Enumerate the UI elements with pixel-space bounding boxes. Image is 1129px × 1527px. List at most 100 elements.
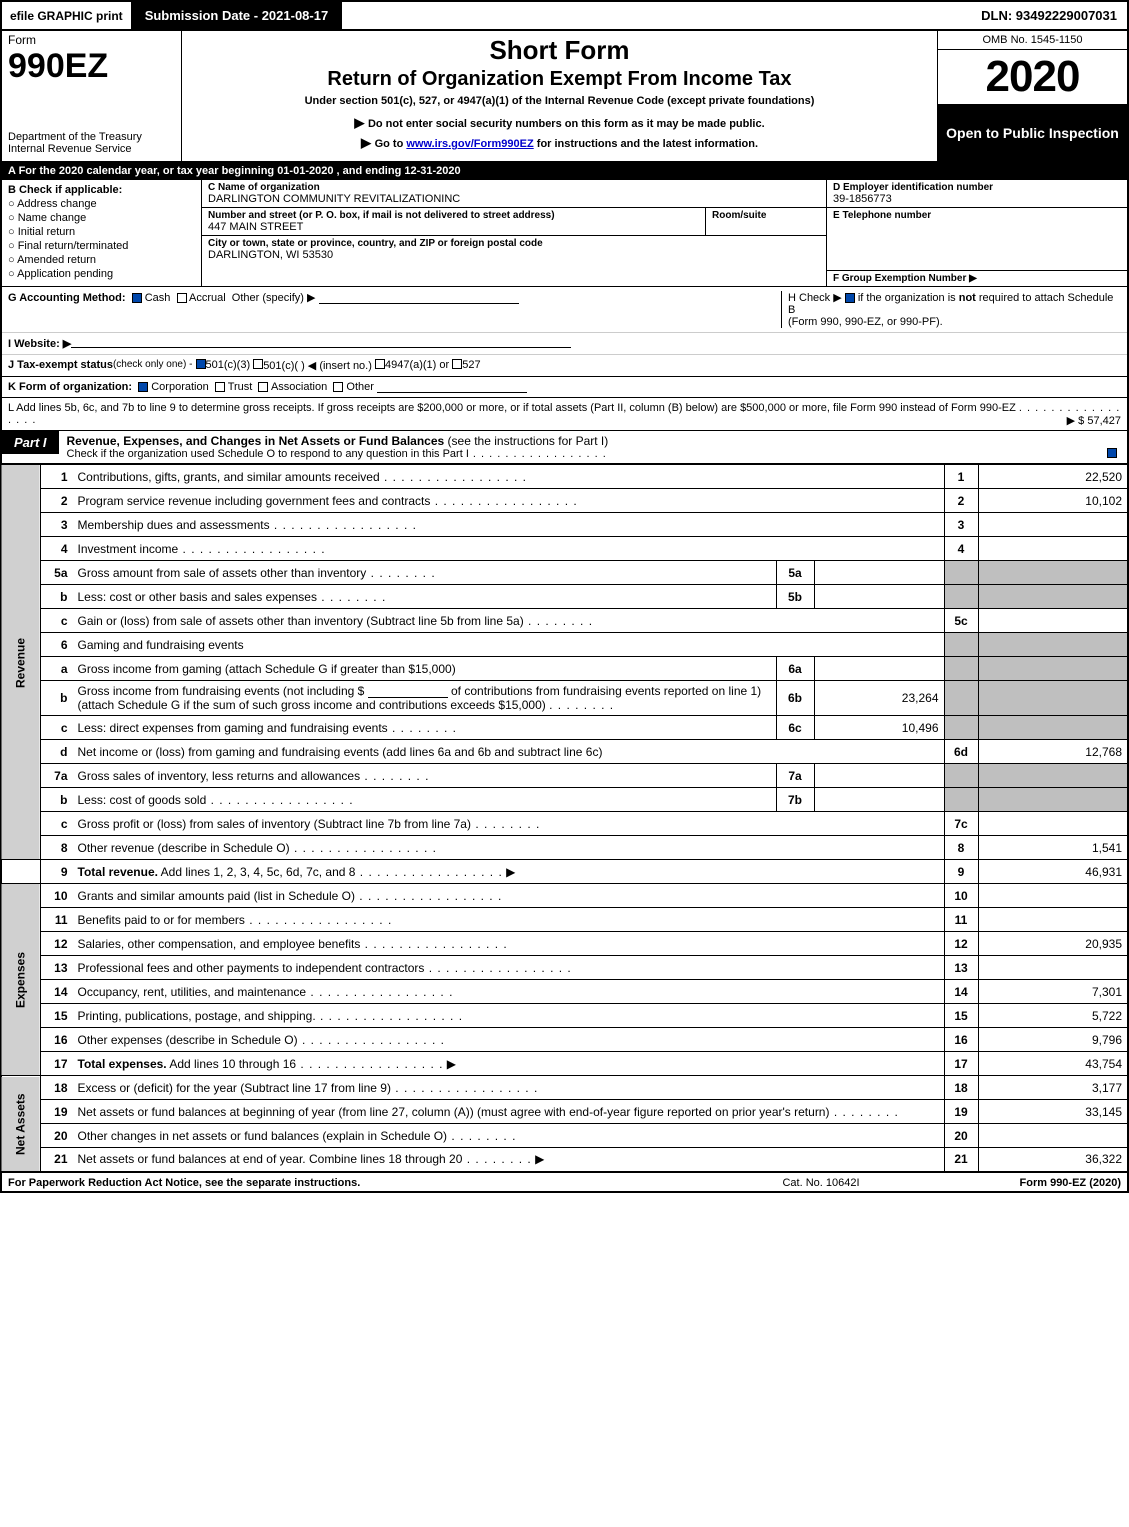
b-opt-initial-return[interactable]: Initial return [8,226,195,238]
l18-desc: Excess or (deficit) for the year (Subtra… [78,1081,391,1095]
l6a-no: a [41,657,73,681]
h-check[interactable] [845,293,855,303]
block-bcdef: B Check if applicable: Address change Na… [0,180,1129,287]
l6d-val: 12,768 [978,740,1128,764]
footer-right: Form 990-EZ (2020) [921,1177,1121,1189]
b-opt-address-change[interactable]: Address change [8,198,195,210]
l14-rn: 14 [944,980,978,1004]
j-527-check[interactable] [452,359,462,369]
line-6b: b Gross income from fundraising events (… [1,681,1128,716]
c-city-label: City or town, state or province, country… [208,238,820,249]
l6b-mn: 6b [776,681,814,716]
h-text2: if the organization is [858,292,959,304]
l-text: L Add lines 5b, 6c, and 7b to line 9 to … [8,402,1016,414]
line-1: Revenue 1 Contributions, gifts, grants, … [1,465,1128,489]
e-label: E Telephone number [833,210,1121,221]
l5a-desc: Gross amount from sale of assets other t… [78,566,367,580]
l4-rn: 4 [944,537,978,561]
line-5b: b Less: cost or other basis and sales ex… [1,585,1128,609]
k-corp-check[interactable] [138,382,148,392]
footer-left: For Paperwork Reduction Act Notice, see … [8,1177,721,1189]
h-text5: (Form 990, 990-EZ, or 990-PF). [788,316,943,328]
org-address: 447 MAIN STREET [208,221,699,233]
j-501c3: 501(c)(3) [206,359,251,372]
l10-rn: 10 [944,884,978,908]
l6d-rn: 6d [944,740,978,764]
part1-check[interactable] [1107,448,1117,458]
b-opt-amended-return[interactable]: Amended return [8,254,195,266]
l6-desc: Gaming and fundraising events [78,638,244,652]
j-4947-check[interactable] [375,359,385,369]
h-not: not [959,292,976,304]
l8-val: 1,541 [978,836,1128,860]
l1-no: 1 [41,465,73,489]
form-subtitle: Return of Organization Exempt From Incom… [192,68,927,91]
g-other: Other (specify) ▶ [232,292,316,304]
l4-desc: Investment income [78,542,179,556]
j-501c-check[interactable] [253,359,263,369]
k-other-check[interactable] [333,382,343,392]
l15-val: 5,722 [978,1004,1128,1028]
line-3: 3 Membership dues and assessments 3 [1,513,1128,537]
l7c-val [978,812,1128,836]
l6a-mn: 6a [776,657,814,681]
website-blank[interactable] [71,337,571,348]
b-opt-application-pending[interactable]: Application pending [8,268,195,280]
l9-no: 9 [41,860,73,884]
l7b-no: b [41,788,73,812]
l5b-no: b [41,585,73,609]
line-12: 12 Salaries, other compensation, and emp… [1,932,1128,956]
line-7b: b Less: cost of goods sold 7b [1,788,1128,812]
l1-val: 22,520 [978,465,1128,489]
g-other-blank[interactable] [319,293,519,304]
l20-no: 20 [41,1124,73,1148]
b-opt-final-return[interactable]: Final return/terminated [8,240,195,252]
l20-desc: Other changes in net assets or fund bala… [78,1129,448,1143]
k-assoc-check[interactable] [258,382,268,392]
dept-irs: Internal Revenue Service [8,143,175,155]
l7c-rn: 7c [944,812,978,836]
l16-rn: 16 [944,1028,978,1052]
l6c-mn: 6c [776,716,814,740]
l1-desc: Contributions, gifts, grants, and simila… [78,470,380,484]
l17-no: 17 [41,1052,73,1076]
part1-title-paren: (see the instructions for Part I) [448,434,609,448]
page-footer: For Paperwork Reduction Act Notice, see … [0,1173,1129,1193]
irs-link[interactable]: www.irs.gov/Form990EZ [406,138,533,150]
l9-rn: 9 [944,860,978,884]
l7b-mv [814,788,944,812]
b-opt-name-change[interactable]: Name change [8,212,195,224]
g-accrual-check[interactable] [177,293,187,303]
line-2: 2 Program service revenue including gove… [1,489,1128,513]
k-trust-check[interactable] [215,382,225,392]
l6a-mv [814,657,944,681]
side-netassets: Net Assets [1,1076,41,1172]
l12-val: 20,935 [978,932,1128,956]
l13-val [978,956,1128,980]
j-501c3-check[interactable] [196,359,206,369]
tax-year: 2020 [938,50,1127,105]
line-19: 19 Net assets or fund balances at beginn… [1,1100,1128,1124]
l5a-no: 5a [41,561,73,585]
submission-date: Submission Date - 2021-08-17 [131,2,343,29]
l13-rn: 13 [944,956,978,980]
l6b-blank[interactable] [368,687,448,698]
part1-sub: Check if the organization used Schedule … [67,448,469,460]
l18-rn: 18 [944,1076,978,1100]
l19-val: 33,145 [978,1100,1128,1124]
l12-desc: Salaries, other compensation, and employ… [78,937,361,951]
g-cash: Cash [145,292,171,304]
l5c-desc: Gain or (loss) from sale of assets other… [78,614,524,628]
l14-desc: Occupancy, rent, utilities, and maintena… [78,985,307,999]
l19-rn: 19 [944,1100,978,1124]
l7a-desc: Gross sales of inventory, less returns a… [78,769,361,783]
side-revenue: Revenue [1,465,41,860]
g-cash-check[interactable] [132,293,142,303]
k-other-blank[interactable] [377,382,527,393]
l6b-mv: 23,264 [814,681,944,716]
f-label: F Group Exemption Number ▶ [833,273,1121,284]
l2-desc: Program service revenue including govern… [78,494,431,508]
note-goto-a: Go to [375,138,407,150]
line-4: 4 Investment income 4 [1,537,1128,561]
l-amount: ▶ $ 57,427 [1067,414,1121,427]
